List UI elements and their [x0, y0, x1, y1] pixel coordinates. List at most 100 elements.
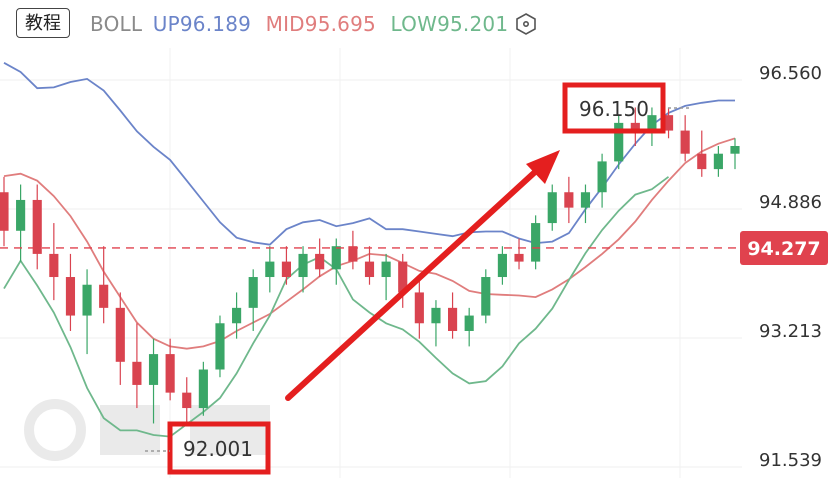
candle-body	[148, 354, 159, 385]
candle	[580, 184, 591, 224]
candle-body	[32, 199, 42, 254]
y-tick-label: 93.213	[759, 321, 822, 342]
candle	[713, 145, 723, 177]
candle	[115, 292, 125, 385]
candle-body	[630, 122, 640, 131]
candle-body	[232, 307, 242, 324]
candle	[614, 115, 624, 170]
candle-body	[680, 130, 690, 154]
boll-up-value: UP96.189	[152, 12, 252, 36]
candle-body	[165, 354, 175, 393]
candle-body	[115, 307, 125, 362]
candle-body	[248, 277, 258, 308]
candle	[481, 269, 491, 324]
candle	[414, 277, 424, 339]
candle-body	[265, 261, 275, 278]
candle	[232, 292, 242, 339]
trend-arrow-shaft	[285, 169, 538, 401]
candle	[663, 107, 674, 139]
candle-body	[132, 361, 142, 385]
y-tick-label: 96.560	[759, 63, 822, 84]
candle-body	[531, 223, 541, 262]
boll-mid-value: MID95.695	[265, 12, 376, 36]
candle-body	[547, 192, 557, 224]
candle	[49, 223, 59, 301]
candle	[82, 269, 92, 355]
settings-hexagon-icon[interactable]	[514, 12, 538, 36]
candle-body	[497, 253, 507, 278]
candle-body	[697, 153, 707, 170]
candle-body	[647, 115, 657, 131]
candle	[381, 253, 391, 301]
candle	[132, 323, 142, 409]
annotations: 96.150 92.001	[145, 82, 690, 475]
candle	[32, 184, 42, 270]
candle	[215, 315, 225, 378]
candle	[16, 184, 26, 262]
candle-body	[65, 277, 76, 316]
candle-body	[730, 145, 740, 154]
candle-body	[348, 246, 358, 262]
candle	[248, 269, 258, 331]
candle	[148, 338, 159, 424]
high-annotation-label: 96.150	[579, 97, 649, 121]
candle	[331, 238, 341, 285]
candle-body	[281, 261, 292, 278]
candle	[464, 307, 474, 347]
candle	[281, 246, 292, 285]
candle-body	[0, 192, 9, 231]
candle-body	[614, 122, 624, 162]
candle-body	[713, 153, 723, 170]
low-annotation-box	[167, 421, 271, 475]
candle-body	[364, 261, 375, 278]
upper-band-line	[3, 62, 735, 246]
y-axis: 96.560 94.886 93.213 91.539 94.277	[740, 63, 828, 471]
candle-body	[431, 307, 441, 324]
candle	[680, 115, 690, 162]
low-annotation-label: 92.001	[183, 437, 253, 461]
candle	[182, 377, 192, 424]
candle-body	[16, 199, 26, 231]
candle-body	[49, 253, 59, 278]
candle	[447, 292, 458, 339]
candle-body	[597, 161, 607, 193]
candle	[647, 107, 657, 146]
candle-body	[182, 392, 192, 409]
candle	[0, 176, 9, 247]
candle	[597, 153, 607, 208]
y-tick-label: 94.886	[759, 192, 822, 213]
candles	[0, 107, 740, 424]
candle-body	[315, 253, 325, 270]
candle	[730, 138, 740, 170]
candle-body	[331, 246, 341, 270]
candle-body	[298, 253, 308, 278]
candle	[315, 238, 325, 278]
candle	[165, 338, 175, 401]
candle-body	[514, 253, 524, 262]
candle	[531, 215, 541, 270]
candle-body	[215, 323, 225, 370]
high-annotation-box	[562, 82, 666, 134]
candle	[431, 300, 441, 347]
current-price-label: 94.277	[747, 238, 820, 260]
trend-arrow-head	[526, 150, 560, 184]
candle-body	[82, 284, 92, 316]
candle	[697, 130, 707, 177]
tutorial-button[interactable]: 教程	[16, 8, 70, 38]
candle-body	[99, 284, 109, 308]
y-tick-label: 91.539	[759, 450, 822, 471]
candle-body	[414, 292, 424, 324]
candle-body	[447, 307, 458, 331]
candle	[298, 246, 308, 293]
candle	[514, 238, 524, 270]
chart-header: 教程 BOLL UP96.189 MID95.695 LOW95.201	[0, 0, 828, 48]
candle	[497, 246, 507, 285]
candle-body	[464, 315, 474, 331]
boll-low-value: LOW95.201	[390, 12, 509, 36]
grid	[0, 48, 742, 478]
candle-body	[564, 192, 574, 208]
middle-band-line	[3, 137, 736, 350]
boll-legend: BOLL UP96.189 MID95.695 LOW95.201	[90, 10, 508, 38]
candle-body	[481, 277, 491, 316]
